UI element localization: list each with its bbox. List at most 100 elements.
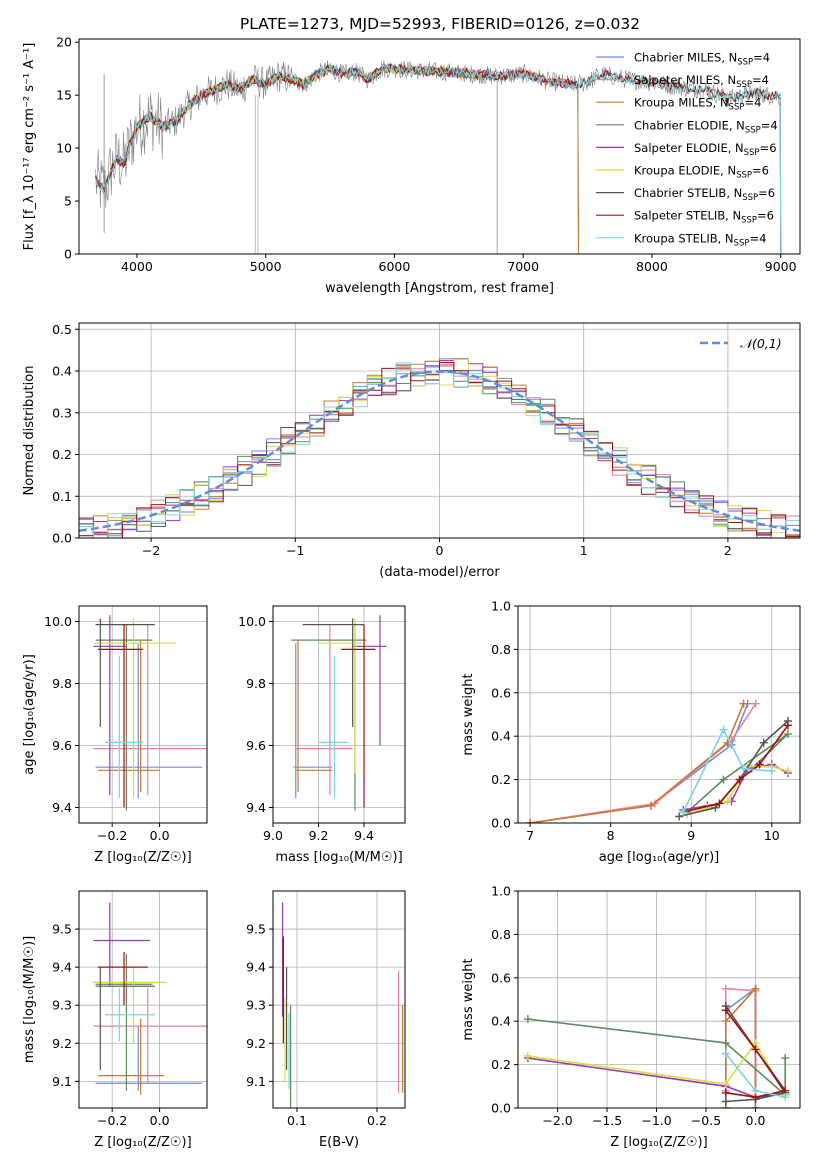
weight_age-series-point xyxy=(759,738,768,747)
weight_Z-frame xyxy=(517,890,801,1109)
weight_age-series-point xyxy=(739,699,748,708)
spectrum-model-line-6 xyxy=(95,62,782,254)
weight_age-series-point xyxy=(723,797,732,806)
spectrum-xtick-label: 4000 xyxy=(121,259,153,274)
mass_EBV-ytick-label: 9.4 xyxy=(246,960,266,975)
mass_EBV-frame xyxy=(272,890,406,1109)
spectrum-legend-label: Salpeter MILES, NSSP=4 xyxy=(634,73,769,90)
weight_Z-xtick-label: −2.0 xyxy=(542,1113,572,1128)
legend-subscript: SSP xyxy=(737,58,753,68)
residuals-ylabel: Normed distribution xyxy=(22,366,37,496)
weight_age-frame xyxy=(517,605,801,824)
age_Z-xtick-label: −0.2 xyxy=(97,828,127,843)
weight_Z-ytick-label: 0.0 xyxy=(491,1101,511,1116)
weight_Z-ytick-label: 0.4 xyxy=(491,1014,511,1029)
legend-subscript: SSP xyxy=(734,238,750,248)
weight_age-ytick-label: 0.8 xyxy=(491,642,511,657)
legend-text: Chabrier MILES, N xyxy=(634,51,737,65)
weight_age-series-point xyxy=(679,808,688,817)
legend-subscript: SSP xyxy=(745,125,761,135)
spectrum-plot-area xyxy=(95,60,782,254)
weight_Z-series-point xyxy=(751,1086,760,1095)
figure-title: PLATE=1273, MJD=52993, FIBERID=0126, z=0… xyxy=(240,15,640,33)
weight_Z-series-point xyxy=(523,1015,532,1024)
spectrum-frame xyxy=(78,38,801,255)
weight_age-xtick-label: 9 xyxy=(687,828,695,843)
legend-text: Salpeter STELIB, N xyxy=(634,209,741,223)
legend-text: Kroupa STELIB, N xyxy=(634,231,734,245)
legend-subscript: SSP xyxy=(736,80,752,90)
mass_EBV-ytick-label: 9.1 xyxy=(246,1074,266,1089)
weight_Z-series-point xyxy=(721,984,730,993)
spectrum-legend-label: Kroupa MILES, NSSP=4 xyxy=(634,96,761,113)
weight_Z-series-point xyxy=(751,984,760,993)
legend-subscript: SSP xyxy=(741,216,757,226)
weight_age-xlabel: age [log₁₀(age/yr)] xyxy=(599,850,720,865)
weight_Z-series-line-3 xyxy=(527,1018,786,1097)
weight_age-plot-area xyxy=(526,699,792,823)
age_mass-ytick-label: 10.0 xyxy=(238,614,266,629)
weight_age-series-point xyxy=(783,721,792,730)
residuals-legend-label: 𝒩(0,1) xyxy=(740,336,782,351)
legend-text: =6 xyxy=(758,186,775,200)
mass_Z-ytick-label: 9.2 xyxy=(52,1036,72,1051)
mass_Z-ytick-label: 9.3 xyxy=(52,998,72,1013)
legend-text: =6 xyxy=(752,164,769,178)
age_Z-ytick-label: 9.6 xyxy=(52,738,72,753)
spectrum-xtick-label: 6000 xyxy=(379,259,411,274)
spectrum-legend-label: Chabrier MILES, NSSP=4 xyxy=(634,51,770,68)
weight_Z-series-point xyxy=(751,1104,760,1108)
weight_age-series-point xyxy=(755,760,764,769)
spectrum-model-line-5 xyxy=(95,64,498,254)
weight_Z-series-point xyxy=(781,1054,790,1063)
mass_EBV-ytick-label: 9.2 xyxy=(246,1036,266,1051)
spectrum-model-line-3 xyxy=(95,64,498,254)
spectrum-model-line-8 xyxy=(95,62,782,254)
age_mass-ytick-label: 9.4 xyxy=(246,800,266,815)
weight_age-series-line-8 xyxy=(682,727,772,813)
mass_Z-xtick-label: 0.0 xyxy=(150,1113,170,1128)
weight_age-xtick-label: 10 xyxy=(764,828,780,843)
mass_Z-ytick-label: 9.1 xyxy=(52,1074,72,1089)
spectrum-model-line-0 xyxy=(95,63,579,254)
weight_Z-ytick-label: 0.2 xyxy=(491,1057,511,1072)
weight_Z-series-line-4 xyxy=(527,1057,786,1099)
mass_Z-ytick-label: 9.4 xyxy=(52,960,72,975)
residuals-ytick-label: 0.1 xyxy=(52,489,72,504)
normal-reference-curve xyxy=(79,370,800,532)
residuals-xlabel: (data-model)/error xyxy=(379,565,500,580)
mass_Z-xtick-label: −0.2 xyxy=(97,1113,127,1128)
mass_Z-plot-area xyxy=(93,902,207,1095)
weight_age-series-point xyxy=(675,812,684,821)
age_mass-xlabel: mass [log₁₀(M/M☉)] xyxy=(275,850,402,865)
weight_age-series-point xyxy=(783,766,792,775)
weight_Z-ytick-label: 0.6 xyxy=(491,970,511,985)
residuals-xtick-label: 2 xyxy=(724,543,732,558)
weight_Z-series-point xyxy=(721,1006,730,1015)
weight_Z-series-point xyxy=(721,1097,730,1106)
weight_Z-ylabel: mass weight xyxy=(461,958,476,1040)
weight_Z-series-point xyxy=(721,1049,730,1058)
weight_Z-series-point xyxy=(751,1045,760,1054)
mass_Z-ylabel: mass [log₁₀(M/M☉)] xyxy=(22,936,37,1063)
weight_Z-series-point xyxy=(781,1093,790,1102)
weight_age-series-point xyxy=(719,725,728,734)
weight_Z-series-point xyxy=(721,1080,730,1089)
spectrum-xtick-label: 9000 xyxy=(765,259,797,274)
spectrum-xtick-label: 5000 xyxy=(250,259,282,274)
mass_EBV-ytick-label: 9.5 xyxy=(246,922,266,937)
spectrum-ytick-label: 5 xyxy=(64,194,72,209)
spectrum-legend-label: Chabrier ELODIE, NSSP=4 xyxy=(634,118,778,135)
mass_EBV-plot-area xyxy=(282,902,404,1108)
spectrum-xtick-label: 8000 xyxy=(636,259,668,274)
legend-text: Kroupa MILES, N xyxy=(634,96,729,110)
weight_Z-series-point xyxy=(721,1088,730,1097)
legend-text: =6 xyxy=(757,209,774,223)
legend-text: =4 xyxy=(753,51,770,65)
age_mass-frame xyxy=(272,605,406,824)
spectrum-legend-label: Kroupa ELODIE, NSSP=6 xyxy=(634,164,769,181)
weight_age-series-point xyxy=(719,775,728,784)
residuals-ytick-label: 0.0 xyxy=(52,531,72,546)
weight_age-series-line-5 xyxy=(686,765,789,816)
spectrum-ytick-label: 15 xyxy=(56,88,72,103)
